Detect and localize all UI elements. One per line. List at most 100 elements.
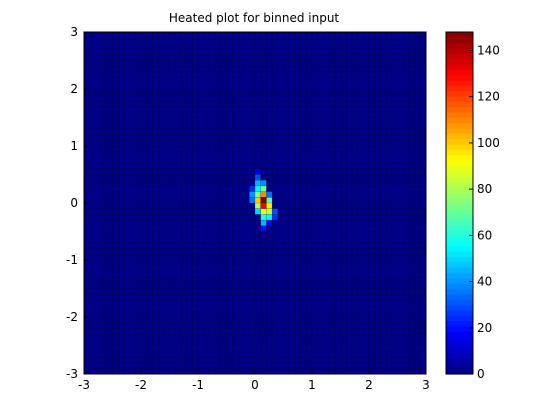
colorbar-band (446, 288, 473, 295)
colorbar-band (446, 352, 473, 359)
colorbar-band (446, 251, 473, 258)
heatmap-cell (249, 197, 255, 203)
colorbar-frame (445, 31, 474, 375)
colorbar-band (446, 117, 473, 124)
x-tick-label: 1 (308, 378, 316, 392)
colorbar-band (446, 224, 473, 231)
colorbar-band (446, 58, 473, 65)
colorbar-band (446, 144, 473, 151)
heatmap-cell (255, 208, 261, 215)
heatmap-cell (260, 208, 267, 215)
heatmap-cells (84, 32, 426, 374)
colorbar-tick-label: 0 (477, 367, 485, 381)
y-tick-label: 0 (70, 196, 78, 210)
colorbar-band (446, 235, 473, 242)
colorbar-band (446, 320, 473, 327)
colorbar-band (446, 42, 473, 49)
colorbar-band (446, 283, 473, 290)
colorbar-band (446, 325, 473, 332)
colorbar-band (446, 170, 473, 177)
colorbar-band (446, 347, 473, 354)
colorbar-band (446, 122, 473, 129)
colorbar-band (446, 37, 473, 44)
heatmap-cell (255, 197, 261, 203)
colorbar-band (446, 128, 473, 135)
y-tick-label: 2 (70, 82, 78, 96)
heatmap-cell (249, 191, 255, 198)
heatmap-cell (260, 225, 267, 232)
y-tick-label: -2 (66, 310, 78, 324)
colorbar-band (446, 112, 473, 119)
heatmap-cell (266, 191, 273, 198)
colorbar-band (446, 341, 473, 348)
colorbar-band (446, 53, 473, 60)
x-tick-label: 0 (251, 378, 259, 392)
chart-title: Heated plot for binned input (169, 11, 340, 25)
x-axis: -3 -2 -1 0 1 2 3 (78, 370, 430, 392)
colorbar-tick-label: 60 (477, 228, 492, 242)
colorbar-axis: 0 20 40 60 80 100 120 140 (469, 43, 500, 381)
heatmap-cell (255, 168, 261, 175)
heatmap-cell (260, 191, 267, 198)
heatmap-cell (255, 180, 261, 186)
heatmap-cell (266, 214, 273, 221)
colorbar-band (446, 203, 473, 209)
heatmap-cell (249, 185, 255, 192)
colorbar-band (446, 154, 473, 161)
colorbar-band (446, 272, 473, 279)
colorbar-band (446, 192, 473, 199)
colorbar-band (446, 363, 473, 370)
x-tick-label: -1 (192, 378, 204, 392)
colorbar-band (446, 106, 473, 113)
colorbar-tick-label: 120 (477, 90, 500, 104)
colorbar-band (446, 261, 473, 268)
colorbar-band (446, 149, 473, 156)
heatmap-cell (260, 180, 267, 186)
heatmap-grid (84, 32, 426, 374)
heatmap-cell (255, 174, 261, 181)
heatmap-cell (260, 197, 267, 203)
x-tick-label: -2 (135, 378, 147, 392)
colorbar-band (446, 80, 473, 87)
heatmap-cell (260, 203, 267, 209)
colorbar-band (446, 96, 473, 103)
colorbar-band (446, 293, 473, 300)
colorbar-band (446, 165, 473, 172)
colorbar-band (446, 315, 473, 322)
x-tick-label: 2 (365, 378, 373, 392)
y-tick-label: -3 (66, 367, 78, 381)
colorbar-band (446, 181, 473, 188)
colorbar (445, 31, 474, 375)
colorbar-band (446, 32, 473, 38)
colorbar-band (446, 208, 473, 215)
x-tick-label: 3 (422, 378, 430, 392)
colorbar-band (446, 304, 473, 311)
heatmap-cell (255, 185, 261, 192)
colorbar-band (446, 160, 473, 167)
x-tick-label: -3 (78, 378, 90, 392)
heatmap-cell (260, 214, 267, 221)
colorbar-band (446, 213, 473, 220)
colorbar-band (446, 69, 473, 76)
y-tick-label: 3 (70, 25, 78, 39)
heatmap-cell (266, 208, 273, 215)
colorbar-band (446, 357, 473, 364)
colorbar-band (446, 138, 473, 145)
heatmap-cell (272, 208, 278, 215)
y-axis: -3 -2 -1 0 1 2 3 (66, 25, 88, 381)
colorbar-band (446, 48, 473, 54)
colorbar-band (446, 229, 473, 236)
colorbar-band (446, 90, 473, 97)
colorbar-band (446, 74, 473, 81)
colorbar-band (446, 197, 473, 204)
colorbar-band (446, 277, 473, 284)
heatmap-cell (260, 220, 267, 226)
y-tick-label: -1 (66, 253, 78, 267)
colorbar-band (446, 85, 473, 92)
heatmap-cell (266, 197, 273, 203)
colorbar-tick-label: 140 (477, 43, 500, 57)
heatmap-cell (272, 214, 278, 221)
heatmap-cell (266, 220, 273, 226)
colorbar-band (446, 64, 473, 71)
colorbar-band (446, 256, 473, 263)
